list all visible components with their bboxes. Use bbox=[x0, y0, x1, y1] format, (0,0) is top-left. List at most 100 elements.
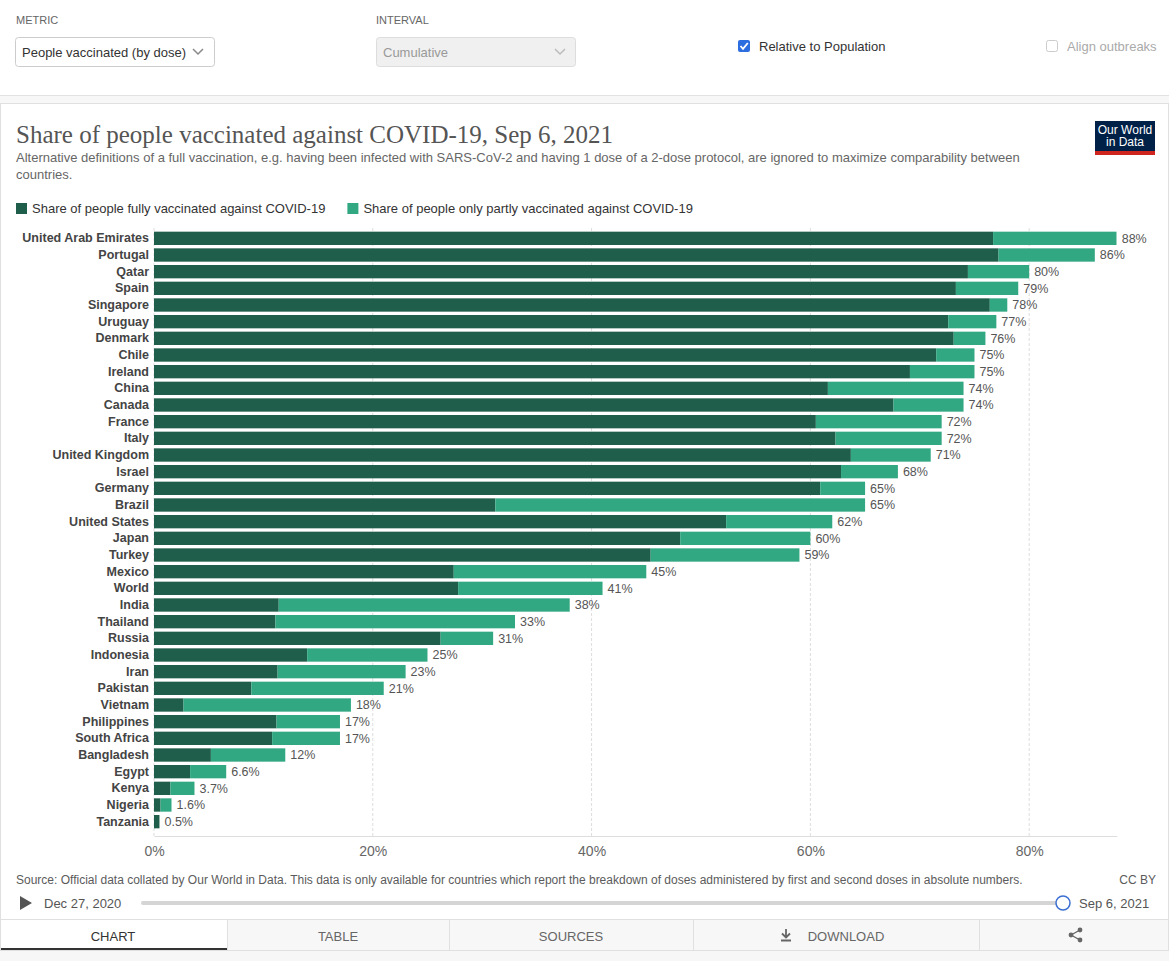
bar bbox=[820, 482, 865, 495]
align-checkbox: Align outbreaks bbox=[1047, 39, 1158, 54]
total-label: 0.5% bbox=[164, 815, 193, 829]
slider-handle[interactable] bbox=[1056, 896, 1070, 910]
bar bbox=[968, 265, 1029, 278]
chevron[interactable] bbox=[193, 49, 203, 54]
logo[interactable]: Our Worldin Data bbox=[1095, 121, 1155, 155]
bar bbox=[154, 348, 936, 361]
bar bbox=[154, 798, 161, 811]
tab-separator bbox=[449, 920, 450, 950]
bar bbox=[154, 698, 184, 711]
y-tick-label: Bangladesh bbox=[78, 748, 149, 762]
bar bbox=[159, 815, 160, 828]
total-label: 18% bbox=[356, 698, 381, 712]
play-button[interactable] bbox=[20, 896, 32, 910]
controls-background bbox=[0, 0, 1169, 95]
bar bbox=[948, 315, 996, 328]
y-tick: China bbox=[114, 381, 150, 395]
bar bbox=[154, 448, 851, 461]
y-tick: Canada bbox=[104, 398, 150, 412]
y-tick-label: Canada bbox=[104, 398, 150, 412]
bar bbox=[154, 632, 441, 645]
grid-line bbox=[1029, 228, 1030, 836]
legend: Share of people fully vaccinated against… bbox=[16, 201, 693, 216]
logo-underline[interactable] bbox=[1095, 151, 1155, 155]
download-icon[interactable] bbox=[781, 929, 791, 941]
dropdown-box[interactable] bbox=[16, 38, 215, 67]
text-line: in Data bbox=[1106, 135, 1144, 149]
tab-label[interactable]: TABLE bbox=[318, 929, 359, 944]
bar bbox=[154, 598, 279, 611]
bar bbox=[836, 432, 942, 445]
grid bbox=[154, 228, 1029, 836]
total-label: 72% bbox=[947, 415, 972, 429]
bar bbox=[161, 798, 172, 811]
total-label: 3.7% bbox=[199, 782, 228, 796]
bar bbox=[251, 682, 383, 695]
timeline-end: Sep 6, 2021 bbox=[1079, 896, 1149, 911]
total-label: 45% bbox=[651, 565, 676, 579]
total-label: 88% bbox=[1122, 232, 1147, 246]
logo-text[interactable]: Our Worldin Data bbox=[1098, 123, 1152, 149]
bar bbox=[154, 765, 190, 778]
bar bbox=[154, 648, 307, 661]
bar bbox=[154, 432, 836, 445]
y-tick-label: United Kingdom bbox=[52, 448, 149, 462]
total-label: 86% bbox=[1100, 248, 1125, 262]
total-label: 76% bbox=[990, 332, 1015, 346]
y-tick: Singapore bbox=[88, 298, 149, 312]
interval-label: INTERVAL bbox=[376, 14, 429, 26]
x-tick-label: 20% bbox=[359, 843, 387, 859]
bar bbox=[170, 782, 194, 795]
bar bbox=[154, 265, 968, 278]
bar bbox=[154, 532, 680, 545]
total-label: 21% bbox=[389, 682, 414, 696]
relative-checkbox[interactable]: Relative to Population bbox=[738, 39, 885, 54]
y-tick-label: Germany bbox=[95, 481, 149, 495]
y-tick: Egypt bbox=[114, 765, 150, 779]
bar bbox=[441, 632, 494, 645]
y-tick: South Africa bbox=[75, 731, 150, 745]
page-background bbox=[0, 0, 1169, 961]
y-tick: India bbox=[120, 598, 150, 612]
y-tick-label: Pakistan bbox=[98, 681, 149, 695]
x-tick-label: 80% bbox=[1016, 843, 1044, 859]
y-tick-label: Italy bbox=[124, 431, 149, 445]
logo-box[interactable] bbox=[1095, 121, 1155, 155]
checkmark[interactable] bbox=[741, 43, 748, 49]
metric-dropdown[interactable]: People vaccinated (by dose) bbox=[16, 38, 215, 67]
y-tick-label: Turkey bbox=[109, 548, 149, 562]
y-tick-label: Japan bbox=[113, 531, 149, 545]
tab-label[interactable]: CHART bbox=[91, 929, 136, 944]
tab-label[interactable]: SOURCES bbox=[539, 929, 604, 944]
total-label: 78% bbox=[1012, 298, 1037, 312]
controls-panel: METRICPeople vaccinated (by dose)INTERVA… bbox=[0, 0, 1169, 96]
active-tab[interactable] bbox=[1, 920, 227, 950]
checkbox-label[interactable]: Relative to Population bbox=[759, 39, 885, 54]
share-dot[interactable] bbox=[1069, 933, 1074, 938]
bar bbox=[154, 682, 251, 695]
total-label: 74% bbox=[969, 398, 994, 412]
timeline: Dec 27, 2020Sep 6, 2021 bbox=[20, 896, 1149, 911]
bar bbox=[154, 815, 159, 828]
checkbox[interactable] bbox=[738, 40, 750, 52]
total-label: 75% bbox=[979, 365, 1004, 379]
bar bbox=[154, 515, 726, 528]
share-icon[interactable] bbox=[1069, 928, 1083, 943]
tab-label[interactable]: DOWNLOAD bbox=[808, 929, 885, 944]
controls-border bbox=[0, 95, 1169, 96]
bar bbox=[154, 415, 816, 428]
total-label: 79% bbox=[1023, 282, 1048, 296]
y-tick-label: Ireland bbox=[108, 365, 149, 379]
share-dot[interactable] bbox=[1078, 938, 1083, 943]
bar bbox=[990, 298, 1008, 311]
bar bbox=[154, 298, 990, 311]
x-tick: 80% bbox=[1016, 843, 1044, 859]
share-dot[interactable] bbox=[1078, 928, 1083, 933]
dropdown-value[interactable]: People vaccinated (by dose) bbox=[22, 45, 186, 60]
total-label: 25% bbox=[432, 648, 457, 662]
y-tick: Turkey bbox=[109, 548, 149, 562]
bar bbox=[828, 382, 964, 395]
tabs: CHART TABLE SOURCES DOWNLOAD bbox=[1, 920, 1169, 951]
bar bbox=[651, 548, 800, 561]
y-tick: Indonesia bbox=[91, 648, 150, 662]
